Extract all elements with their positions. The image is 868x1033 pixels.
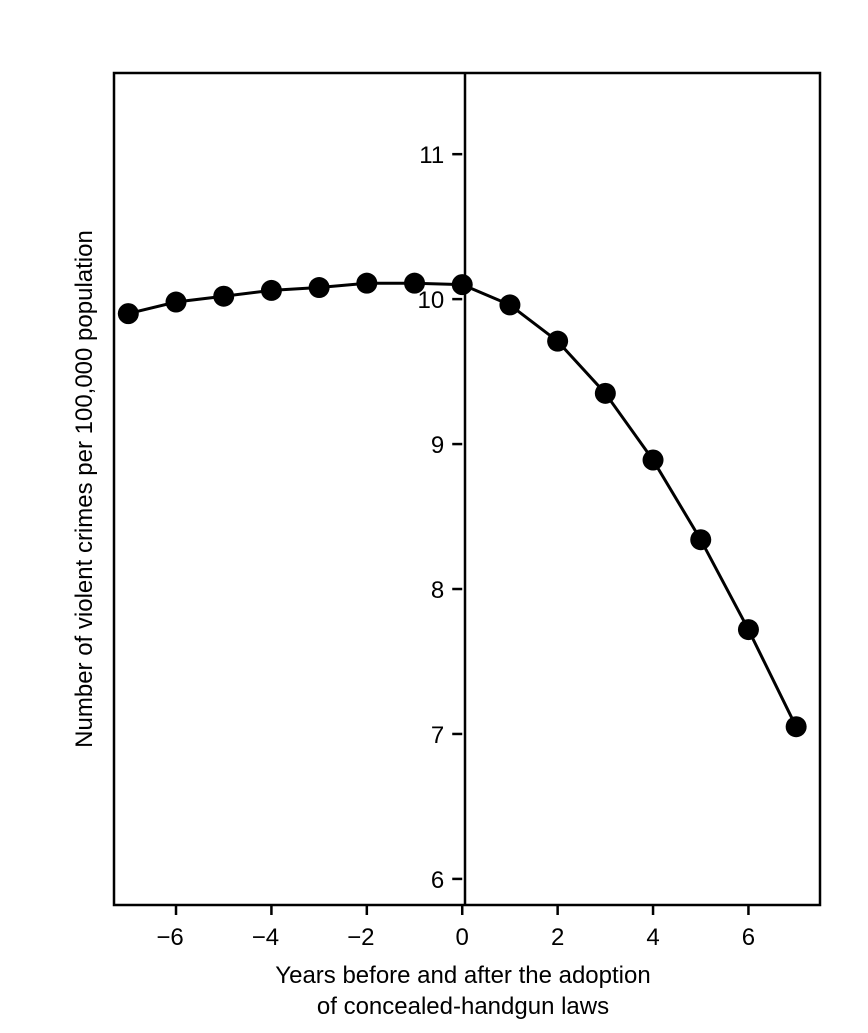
data-point-year-6	[737, 619, 759, 641]
data-point-year-4	[642, 449, 664, 471]
data-point-year-2	[547, 330, 569, 352]
y-tick-label-8: 8	[431, 577, 444, 604]
x-axis-title-line-1: Years before and after the adoption	[275, 962, 650, 989]
data-point-year--5	[213, 285, 235, 307]
plot-frame	[112, 71, 822, 907]
x-tick-label--4: −4	[252, 924, 279, 951]
x-tick-label-2: 2	[551, 924, 564, 951]
data-point-year--1	[404, 272, 426, 294]
data-point-year-3	[594, 382, 616, 404]
y-axis-ticks: 6 7 8 9 10 11	[418, 142, 463, 894]
y-tick-label-7: 7	[431, 722, 444, 749]
y-tick-label-6: 6	[431, 867, 444, 894]
data-point-year--7	[117, 303, 139, 325]
x-tick-label-6: 6	[742, 924, 755, 951]
data-point-year-5	[690, 529, 712, 551]
series-line	[127, 281, 798, 728]
x-tick-label-4: 4	[646, 924, 659, 951]
data-point-year--2	[356, 272, 378, 294]
y-tick-label-10: 10	[418, 287, 445, 314]
y-tick-label-11: 11	[419, 142, 444, 169]
x-axis-ticks: −6 −4 −2 0 2 4 6	[156, 905, 755, 951]
data-point-year--3	[308, 277, 330, 299]
x-tick-label-0: 0	[456, 924, 469, 951]
y-tick-label-9: 9	[431, 432, 444, 459]
data-point-year-1	[499, 294, 521, 316]
x-tick-label--6: −6	[156, 924, 183, 951]
x-tick-label--2: −2	[347, 924, 374, 951]
data-point-year--4	[260, 279, 282, 301]
data-point-year-0	[451, 274, 473, 296]
y-axis-title: Number of violent crimes per 100,000 pop…	[71, 230, 98, 748]
data-points	[117, 272, 807, 738]
data-point-year-7	[785, 716, 807, 738]
data-point-year--6	[165, 291, 187, 313]
x-axis-title-line-2: of concealed-handgun laws	[317, 993, 609, 1020]
